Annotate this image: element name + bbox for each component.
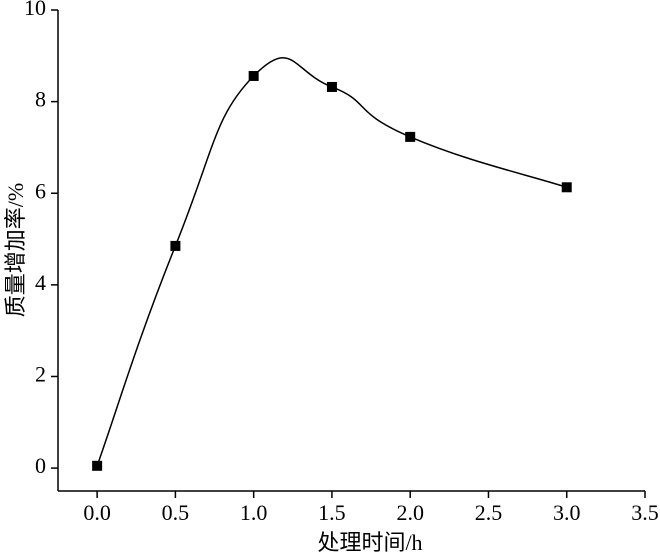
marker [326, 81, 337, 92]
y-tick-label: 0 [35, 453, 46, 478]
x-tick-label: 3.5 [631, 500, 659, 525]
marker [405, 131, 416, 142]
marker [561, 182, 572, 193]
x-tick-label: 0.0 [83, 500, 111, 525]
y-tick-label: 6 [35, 178, 46, 203]
x-tick-label: 3.0 [553, 500, 581, 525]
y-tick-label: 2 [35, 362, 46, 387]
y-tick-label: 4 [35, 270, 46, 295]
x-tick-label: 1.0 [240, 500, 268, 525]
marker [170, 240, 181, 251]
x-tick-label: 1.5 [318, 500, 346, 525]
y-axis-title: 质量增加率/% [3, 183, 28, 317]
x-tick-label: 2.5 [475, 500, 503, 525]
x-tick-label: 2.0 [396, 500, 424, 525]
x-tick-label: 0.5 [162, 500, 190, 525]
series-line [96, 57, 567, 467]
y-tick-label: 10 [24, 0, 46, 20]
marker [248, 70, 259, 81]
y-tick-label: 8 [35, 87, 46, 112]
x-axis-title: 处理时间/h [317, 530, 422, 555]
marker [92, 460, 103, 471]
